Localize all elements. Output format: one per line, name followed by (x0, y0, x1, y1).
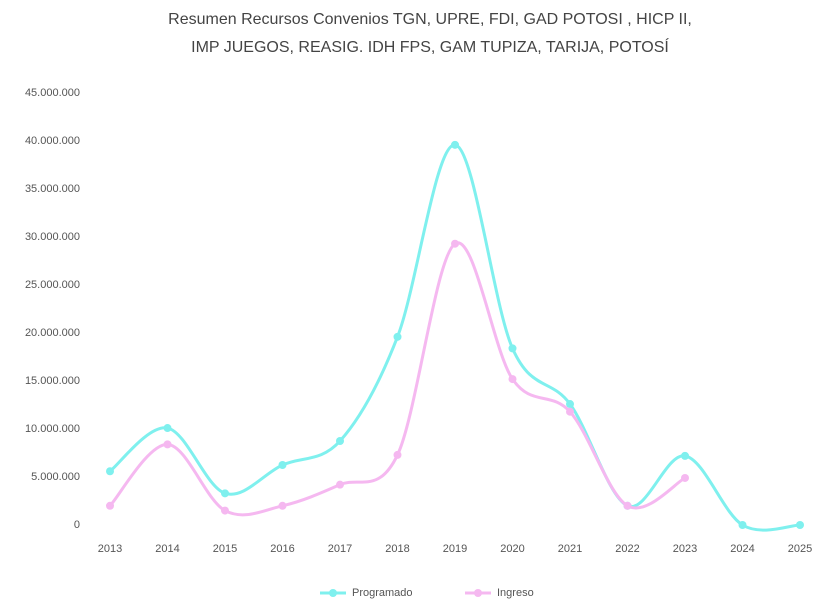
y-tick-label: 0 (74, 519, 80, 531)
data-point (336, 480, 344, 489)
data-point (566, 400, 574, 409)
y-tick-label: 45.000.000 (25, 87, 80, 99)
data-point (508, 375, 517, 384)
data-point (393, 332, 402, 341)
x-tick-label: 2017 (328, 543, 352, 555)
data-point (393, 450, 402, 459)
data-point (163, 440, 172, 449)
data-point (278, 461, 287, 469)
data-point (508, 344, 517, 353)
x-tick-label: 2014 (155, 543, 179, 555)
x-tick-label: 2021 (558, 543, 582, 555)
series-line (109, 143, 801, 532)
data-point (221, 489, 229, 498)
x-tick-label: 2024 (730, 543, 754, 555)
legend-label: Ingreso (497, 587, 534, 599)
y-tick-label: 15.000.000 (25, 375, 80, 387)
chart-title: IMP JUEGOS, REASIG. IDH FPS, GAM TUPIZA,… (191, 37, 669, 56)
data-point (106, 467, 114, 476)
data-point (451, 140, 459, 149)
data-point (566, 407, 574, 416)
data-point (336, 437, 344, 445)
data-point (451, 239, 459, 248)
x-tick-label: 2022 (615, 543, 639, 555)
x-tick-label: 2013 (98, 543, 122, 555)
legend-swatch (474, 589, 482, 597)
y-tick-label: 20.000.000 (25, 327, 80, 339)
x-tick-label: 2016 (270, 543, 294, 555)
data-point (681, 451, 689, 460)
data-point (623, 501, 632, 510)
y-tick-label: 25.000.000 (25, 279, 80, 291)
x-tick-label: 2020 (500, 543, 524, 555)
data-point (278, 501, 287, 510)
data-point (681, 473, 689, 482)
legend-label: Programado (352, 587, 413, 599)
x-tick-label: 2025 (788, 543, 812, 555)
data-point (163, 424, 172, 433)
series-line (108, 241, 686, 517)
y-tick-label: 40.000.000 (25, 135, 80, 147)
x-tick-label: 2019 (443, 543, 467, 555)
y-tick-label: 35.000.000 (25, 183, 80, 195)
y-tick-label: 30.000.000 (25, 231, 80, 243)
x-tick-label: 2015 (213, 543, 237, 555)
y-tick-label: 10.000.000 (25, 423, 80, 435)
legend-swatch (329, 589, 337, 597)
data-point (738, 521, 747, 529)
data-point (106, 501, 114, 510)
data-point (796, 521, 804, 529)
y-tick-label: 5.000.000 (31, 471, 80, 483)
x-tick-label: 2023 (673, 543, 697, 555)
chart-title: Resumen Recursos Convenios TGN, UPRE, FD… (168, 11, 692, 28)
data-point (221, 506, 229, 515)
x-tick-label: 2018 (385, 543, 409, 555)
